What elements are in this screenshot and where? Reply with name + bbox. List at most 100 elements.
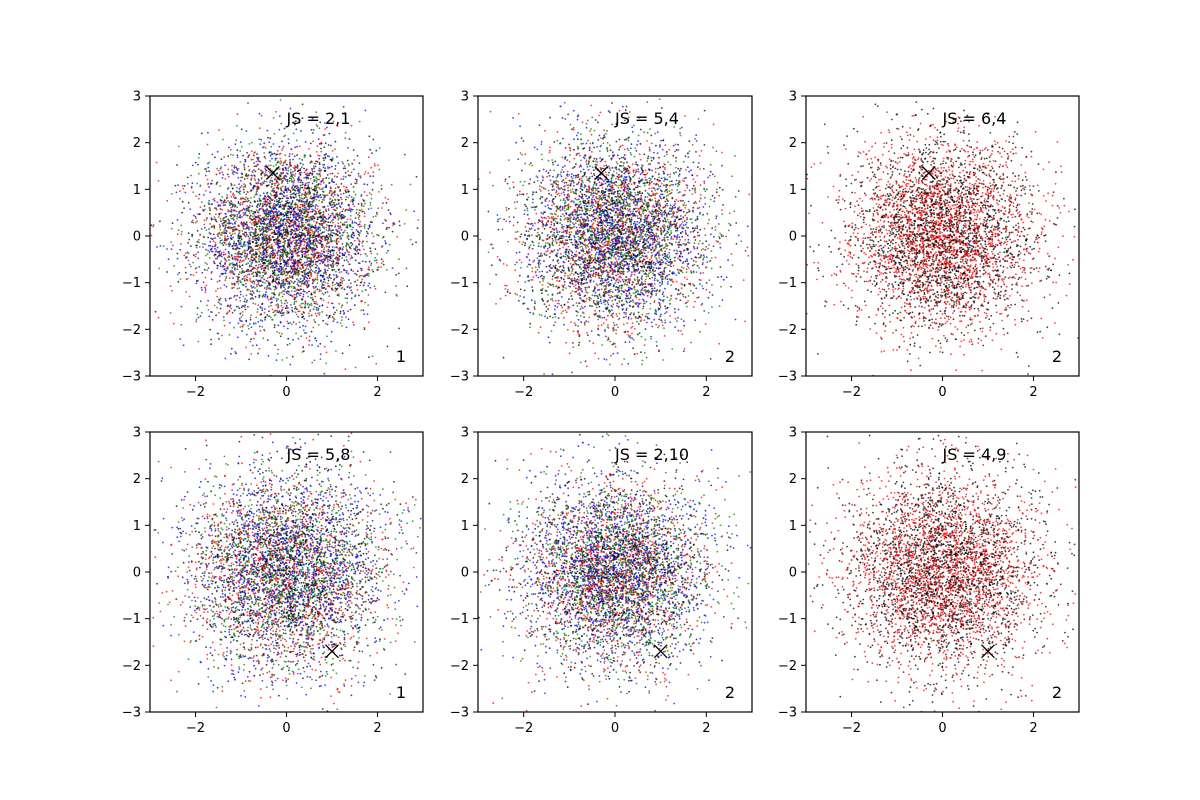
scatter-point xyxy=(222,266,224,268)
scatter-point xyxy=(309,229,312,232)
scatter-point xyxy=(307,184,310,187)
scatter-point xyxy=(295,192,298,195)
scatter-point xyxy=(391,230,394,233)
scatter-point xyxy=(261,241,264,244)
scatter-point xyxy=(332,264,335,266)
scatter-point xyxy=(329,172,332,175)
scatter-point xyxy=(249,260,251,263)
scatter-point xyxy=(249,214,252,217)
scatter-point xyxy=(299,258,301,260)
scatter-point xyxy=(254,331,256,334)
scatter-point xyxy=(241,233,244,235)
scatter-point xyxy=(323,134,326,136)
scatter-point xyxy=(249,190,252,193)
scatter-point xyxy=(237,176,240,179)
scatter-point xyxy=(247,262,250,264)
scatter-point xyxy=(281,200,283,203)
scatter-point xyxy=(298,223,301,225)
scatter-point xyxy=(384,291,387,294)
scatter-point xyxy=(314,243,317,245)
scatter-point xyxy=(181,200,184,203)
scatter-point xyxy=(277,324,280,327)
scatter-point xyxy=(274,266,276,269)
scatter-point xyxy=(267,175,269,178)
scatter-point xyxy=(303,311,305,314)
scatter-point xyxy=(292,187,295,190)
scatter-point xyxy=(270,266,273,269)
scatter-point xyxy=(197,257,200,260)
scatter-point xyxy=(279,263,282,265)
scatter-point xyxy=(240,238,243,241)
scatter-point xyxy=(269,192,272,195)
scatter-point xyxy=(257,281,260,284)
scatter-point xyxy=(317,309,320,312)
scatter-point xyxy=(276,257,279,260)
scatter-point xyxy=(337,225,339,228)
scatter-point xyxy=(271,188,274,191)
scatter-point xyxy=(232,242,235,245)
scatter-point xyxy=(214,243,217,246)
scatter-point xyxy=(275,179,277,181)
scatter-point xyxy=(326,306,329,308)
scatter-point xyxy=(313,258,316,261)
scatter-point xyxy=(317,312,319,315)
scatter-point xyxy=(285,356,288,359)
scatter-point xyxy=(415,175,418,178)
scatter-point xyxy=(278,276,281,279)
scatter-point xyxy=(324,142,327,145)
scatter-point xyxy=(317,154,319,157)
scatter-point xyxy=(288,163,291,166)
scatter-point xyxy=(291,176,294,178)
scatter-point xyxy=(290,207,293,210)
scatter-point xyxy=(289,213,292,216)
scatter-point xyxy=(243,275,246,278)
scatter-point xyxy=(304,302,307,304)
scatter-point xyxy=(330,190,333,193)
scatter-point xyxy=(248,228,250,231)
scatter-point xyxy=(217,301,220,304)
scatter-point xyxy=(258,260,260,263)
scatter-point xyxy=(272,208,275,211)
scatter-point xyxy=(346,226,349,229)
scatter-point xyxy=(235,242,238,245)
scatter-point xyxy=(243,168,246,171)
scatter-point xyxy=(300,220,303,223)
scatter-point xyxy=(177,280,180,283)
scatter-point xyxy=(303,176,306,179)
scatter-point xyxy=(300,283,303,285)
scatter-point xyxy=(335,309,338,312)
scatter-point xyxy=(310,160,313,163)
scatter-point xyxy=(325,228,328,231)
scatter-point xyxy=(241,216,243,218)
scatter-point xyxy=(372,138,375,141)
scatter-point xyxy=(261,202,264,205)
scatter-point xyxy=(321,206,324,208)
scatter-point xyxy=(316,274,319,277)
scatter-point xyxy=(216,332,219,335)
scatter-point xyxy=(312,263,315,266)
scatter-point xyxy=(269,297,272,300)
scatter-point xyxy=(299,267,301,269)
scatter-point xyxy=(363,227,366,229)
scatter-point xyxy=(313,220,315,223)
scatter-point xyxy=(267,259,270,261)
scatter-point xyxy=(233,225,236,228)
scatter-point xyxy=(363,215,366,218)
scatter-point xyxy=(277,217,280,220)
scatter-point xyxy=(282,249,285,252)
scatter-point xyxy=(289,191,292,194)
scatter-point xyxy=(275,213,277,216)
scatter-point xyxy=(267,164,270,167)
scatter-point xyxy=(281,284,283,287)
scatter-point xyxy=(265,211,268,213)
scatter-point xyxy=(303,194,306,196)
scatter-point xyxy=(319,254,322,256)
scatter-point xyxy=(292,180,295,183)
scatter-point xyxy=(350,286,353,288)
scatter-point xyxy=(223,268,226,271)
scatter-point xyxy=(254,248,257,251)
scatter-point xyxy=(225,238,228,241)
scatter-point xyxy=(214,237,217,239)
scatter-point xyxy=(224,235,226,238)
scatter-point xyxy=(238,231,241,234)
